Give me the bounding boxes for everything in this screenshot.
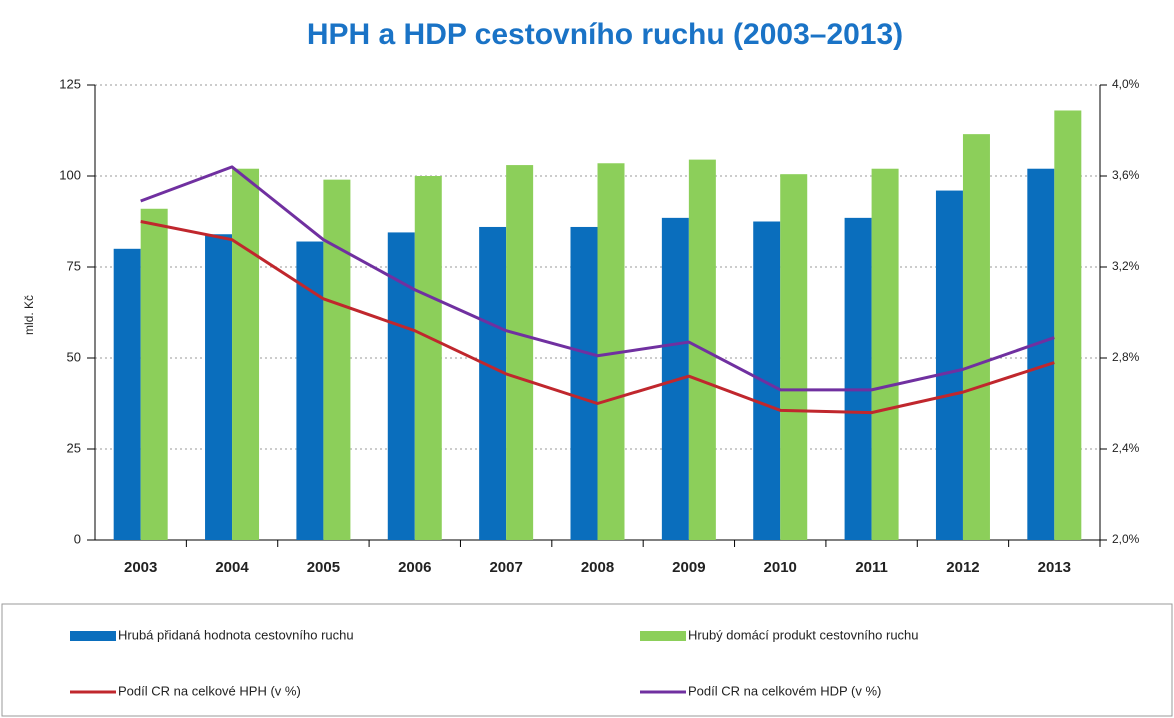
y-tick-label: 100 — [59, 167, 81, 182]
x-tick-label: 2008 — [581, 559, 614, 576]
y2-tick-label: 3,2% — [1112, 259, 1140, 273]
legend-label: Podíl CR na celkovém HDP (v %) — [688, 683, 881, 698]
legend-label: Hrubá přidaná hodnota cestovního ruchu — [118, 627, 354, 642]
y-tick-label: 125 — [59, 76, 81, 91]
bar — [570, 226, 598, 540]
legend-swatch — [640, 631, 686, 641]
bar — [871, 168, 899, 540]
y-axis-label: mld. Kč — [22, 295, 36, 335]
y2-tick-label: 2,0% — [1112, 532, 1140, 546]
bar — [506, 165, 534, 540]
y2-tick-label: 3,6% — [1112, 168, 1140, 182]
x-tick-label: 2010 — [764, 559, 797, 576]
x-tick-label: 2013 — [1038, 559, 1071, 576]
legend-label: Podíl CR na celkové HPH (v %) — [118, 683, 301, 698]
x-tick-label: 2009 — [672, 559, 705, 576]
bar — [844, 217, 872, 541]
y2-tick-label: 4,0% — [1112, 77, 1140, 91]
y-tick-label: 25 — [67, 440, 81, 455]
legend-label: Hrubý domácí produkt cestovního ruchu — [688, 627, 919, 642]
y2-tick-label: 2,4% — [1112, 441, 1140, 455]
legend-swatch — [70, 631, 116, 641]
x-tick-label: 2003 — [124, 559, 157, 576]
bar — [323, 179, 351, 540]
bar — [753, 221, 781, 540]
bar — [1027, 168, 1055, 540]
bar — [113, 248, 141, 541]
bar — [780, 174, 808, 540]
x-tick-label: 2012 — [946, 559, 979, 576]
y-tick-label: 0 — [74, 531, 81, 546]
bar — [140, 208, 168, 540]
legend-box — [1, 603, 1173, 717]
bar — [296, 241, 324, 540]
line — [140, 220, 1055, 415]
bar — [1054, 110, 1082, 540]
bar — [935, 190, 963, 540]
y-tick-label: 75 — [67, 258, 81, 273]
x-tick-label: 2011 — [855, 559, 888, 576]
x-tick-label: 2004 — [215, 559, 249, 576]
bar — [232, 168, 260, 540]
bar — [414, 176, 442, 540]
chart-title: HPH a HDP cestovního ruchu (2003–2013) — [307, 18, 903, 51]
y-tick-label: 50 — [67, 349, 81, 364]
bar — [962, 134, 990, 540]
x-tick-label: 2005 — [307, 559, 340, 576]
x-tick-label: 2007 — [489, 559, 522, 576]
line — [140, 165, 1055, 392]
bar — [479, 226, 507, 540]
y2-tick-label: 2,8% — [1112, 350, 1140, 364]
bar — [205, 234, 233, 541]
x-tick-label: 2006 — [398, 559, 431, 576]
